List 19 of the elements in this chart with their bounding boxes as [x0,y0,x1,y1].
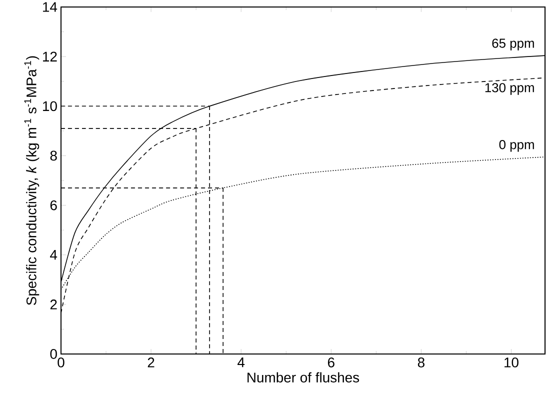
x-tick-label: 0 [58,358,64,368]
x-tick-label: 6 [328,358,334,368]
y-tick-label: 0 [50,349,57,359]
y-tick-label: 4 [50,250,58,260]
y-tick-label: 12 [43,52,57,62]
x-axis-title: Number of flushes [248,372,360,382]
x-tick-label: 10 [504,358,518,368]
x-tick-label: 2 [148,358,154,368]
y-tick-label: 6 [50,200,57,210]
x-tick-label: 8 [418,358,424,368]
series-label: 65 ppm [492,38,534,50]
series-label: 0 ppm [499,140,534,152]
series-label: 130 ppm [485,83,534,95]
x-tick-label: 4 [238,358,245,368]
y-tick-label: 14 [43,2,58,12]
text: Specific conductivity, k (kg m$^{-1}$ s$^{-1}$MPa$^{-1}$) [24,56,40,306]
y-tick-label: 2 [50,300,57,310]
y-tick-label: 10 [43,101,57,112]
y-tick-label: 8 [50,150,57,161]
